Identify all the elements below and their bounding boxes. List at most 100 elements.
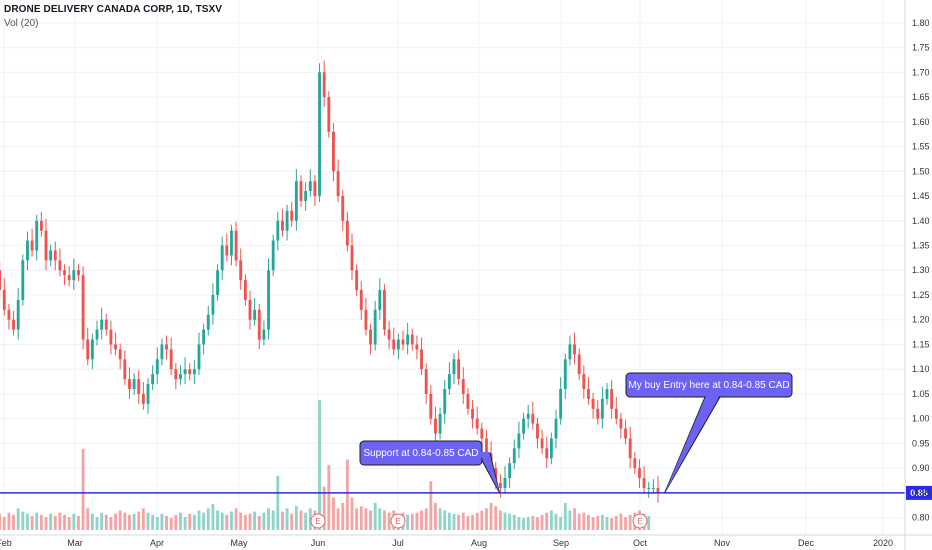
x-tick-label: Sep: [553, 538, 569, 548]
candle-body: [485, 438, 488, 454]
volume-bar: [540, 514, 544, 530]
candle-body: [216, 270, 219, 295]
volume-bar: [12, 514, 15, 530]
volume-bar: [44, 517, 48, 530]
volume-bar: [471, 514, 474, 530]
volume-bar: [485, 508, 488, 530]
volume-bar: [526, 517, 530, 530]
candle-body: [540, 438, 544, 449]
candle-body: [369, 329, 372, 345]
candle-body: [424, 369, 428, 394]
earnings-marker: [310, 513, 326, 529]
volume-bar: [373, 502, 377, 530]
candle-body: [638, 468, 641, 479]
y-tick-label: 1.20: [912, 315, 930, 325]
candle-body: [415, 344, 419, 350]
volume-bar: [216, 510, 219, 530]
volume-bar: [271, 510, 275, 530]
volume-bar: [67, 517, 71, 530]
volume-bar: [299, 510, 303, 530]
candle-body: [480, 428, 484, 439]
candle-body: [44, 230, 48, 261]
x-tick-label: 2020: [873, 538, 893, 548]
support-line-group: 0.85: [0, 485, 932, 500]
volume-bar: [81, 448, 85, 530]
candle-body: [429, 393, 433, 419]
volume-bar: [285, 508, 289, 530]
candle-body: [239, 260, 243, 281]
volume-bar: [239, 512, 243, 530]
volume-bar: [21, 511, 25, 530]
volume-bar: [364, 508, 368, 530]
volume-bar: [16, 508, 20, 530]
candle-body: [596, 408, 600, 419]
annotations: Support at 0.84-0.85 CAD My buy Entry her…: [359, 372, 793, 494]
volume-bar: [290, 513, 294, 530]
candle-body: [332, 131, 335, 172]
candle-body: [146, 384, 150, 404]
candle-body: [568, 344, 572, 360]
candle-body: [322, 72, 326, 98]
volume-bar: [276, 475, 280, 530]
earnings-marker-label: E: [637, 517, 642, 526]
volume-bar: [489, 502, 493, 530]
volume-bar: [225, 514, 229, 530]
volume-legend[interactable]: Vol (20): [4, 18, 39, 29]
volume-bar: [461, 512, 465, 530]
volume-bar: [109, 517, 113, 530]
volume-bar: [183, 517, 187, 530]
volume-bar: [137, 511, 141, 530]
volume-bar: [447, 512, 451, 530]
candle-body: [81, 275, 85, 340]
candle-body: [128, 379, 131, 389]
volume-bar: [531, 515, 535, 530]
y-tick-label: 1.10: [912, 364, 930, 374]
candle-body: [642, 478, 646, 488]
y-tick-label: 0.90: [912, 463, 930, 473]
volume-bar: [262, 512, 266, 530]
volume-bar: [132, 513, 136, 530]
volume-bar: [355, 508, 359, 530]
candle-body: [387, 329, 391, 340]
candle-body: [95, 329, 99, 340]
volume-bar: [206, 508, 210, 530]
candle-body: [16, 299, 20, 330]
candle-body: [267, 270, 270, 330]
volume-bar: [86, 508, 90, 530]
candle-body: [471, 408, 474, 419]
volume-bar: [192, 514, 196, 530]
candle-body: [174, 369, 178, 380]
volume-bar: [141, 508, 145, 530]
volume-bar: [517, 517, 521, 530]
candle-body: [447, 374, 451, 389]
volume-bar: [573, 508, 576, 530]
candle-body: [183, 369, 187, 375]
volume-bar: [522, 518, 525, 530]
y-tick-label: 1.80: [912, 18, 930, 28]
candle-body: [563, 359, 567, 389]
y-tick-label: 1.70: [912, 67, 930, 77]
candle-body: [30, 240, 34, 251]
candle-body: [656, 487, 660, 493]
candle-body: [517, 433, 521, 449]
volume-bar: [378, 508, 382, 530]
volume-bar: [624, 517, 627, 530]
candle-body: [304, 191, 308, 201]
y-tick-label: 1.75: [912, 43, 930, 53]
candle-body: [364, 309, 368, 330]
y-tick-label: 0.80: [912, 513, 930, 523]
y-axis[interactable]: 0.80 0.85 0.90 0.95 1.00 1.05 1.10 1.15 1.20 1.25…: [904, 0, 930, 550]
volume-bar: [549, 510, 553, 530]
x-axis[interactable]: Feb Mar Apr May Jun Jul Aug Sep Oct Nov Dec 2020: [0, 534, 932, 548]
volume-bar: [503, 512, 507, 530]
y-tick-label: 1.15: [912, 339, 930, 349]
volume-bar: [536, 517, 539, 530]
volume-bar: [304, 512, 308, 530]
candle-body: [582, 374, 586, 389]
x-tick-label: Dec: [798, 538, 815, 548]
callout-tail-fill: [479, 452, 500, 493]
earnings-marker-label: E: [315, 517, 320, 526]
volume-bar: [72, 513, 76, 530]
